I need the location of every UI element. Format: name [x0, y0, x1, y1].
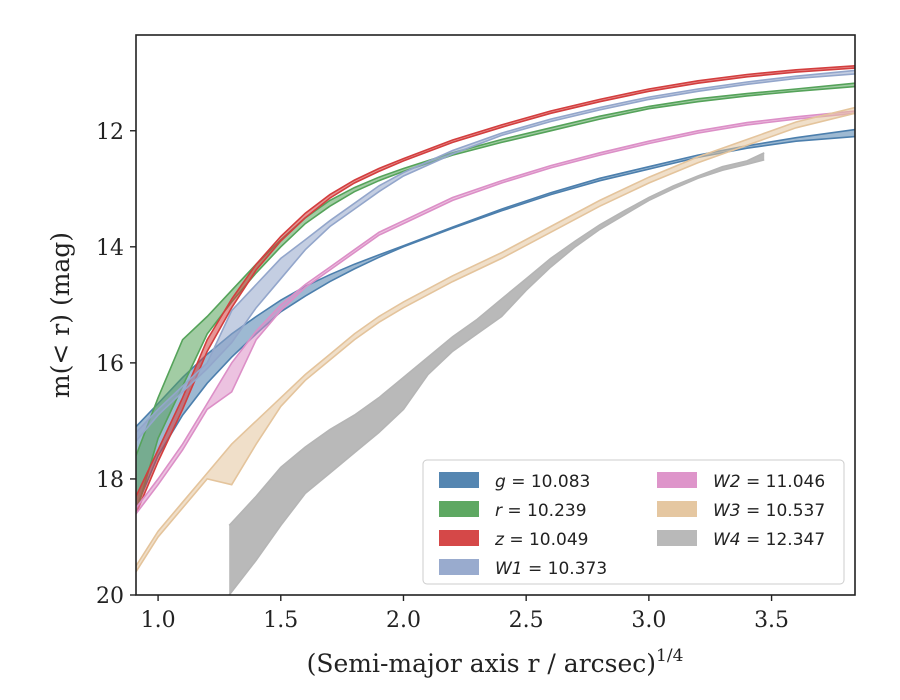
- x-tick-label: 3.5: [754, 608, 789, 633]
- legend-swatch: [657, 501, 697, 517]
- x-axis: 1.0 1.5 2.0 2.5 3.0 3.5: [141, 595, 789, 633]
- legend-item-r: r = 10.239: [439, 501, 587, 521]
- legend-item-g: g = 10.083: [439, 472, 590, 492]
- legend-label: W3 = 10.537: [713, 501, 825, 521]
- series-z-upper-line: [136, 65, 855, 497]
- series-r: [136, 82, 855, 515]
- series-w4-lower-line: [228, 159, 765, 595]
- series-w1-upper-line: [136, 69, 855, 434]
- legend-label: W1 = 10.373: [495, 559, 607, 579]
- series-r-lower-line: [136, 85, 855, 515]
- legend-swatch: [439, 501, 479, 517]
- x-axis-title: (Semi-major axis r / arcsec)1/4: [307, 646, 684, 678]
- legend-label: r = 10.239: [495, 501, 587, 521]
- series-layer: [136, 65, 855, 595]
- legend-swatch: [657, 472, 697, 488]
- y-axis-title: m(< r) (mag): [46, 232, 75, 398]
- legend-swatch: [657, 530, 697, 546]
- series-w2-lower-line: [136, 112, 855, 515]
- legend-label: g = 10.083: [495, 472, 590, 492]
- legend: g = 10.083 r = 10.239 z = 10.049 W1 = 10.37…: [422, 459, 845, 585]
- series-w3-lower-line: [136, 112, 855, 573]
- y-tick-label: 20: [96, 584, 124, 609]
- y-axis: 12 14 16 18 20: [96, 120, 136, 609]
- legend-label: z = 10.049: [494, 530, 588, 550]
- series-w3: [136, 106, 855, 573]
- x-tick-label: 2.5: [509, 608, 544, 633]
- series-w1-lower-line: [136, 73, 855, 442]
- legend-swatch: [439, 559, 479, 575]
- legend-swatch: [439, 530, 479, 546]
- legend-frame: [422, 459, 845, 585]
- x-axis-title-main: (Semi-major axis r / arcsec): [307, 649, 656, 678]
- legend-item-z: z = 10.049: [439, 530, 588, 550]
- series-w4-upper-line: [228, 152, 765, 526]
- legend-item-w4: W4 = 12.347: [657, 530, 825, 550]
- legend-item-w1: W1 = 10.373: [439, 559, 607, 579]
- x-tick-label: 3.0: [631, 608, 666, 633]
- legend-label: W4 = 12.347: [713, 530, 825, 550]
- series-w2-upper-line: [136, 110, 855, 509]
- y-tick-label: 14: [96, 236, 124, 261]
- x-axis-title-exponent: 1/4: [656, 646, 683, 666]
- series-g-lower-line: [136, 135, 855, 509]
- series-w4: [228, 152, 765, 595]
- x-tick-label: 2.0: [386, 608, 421, 633]
- series-r-upper-line: [136, 82, 855, 456]
- plot-frame: [135, 34, 856, 596]
- series-z: [136, 65, 855, 515]
- legend-swatch: [439, 472, 479, 488]
- y-tick-label: 12: [96, 120, 124, 145]
- series-w2: [136, 110, 855, 515]
- legend-label: W2 = 11.046: [713, 472, 825, 492]
- series-w1: [136, 69, 855, 442]
- y-tick-label: 16: [96, 352, 124, 377]
- legend-item-w2: W2 = 11.046: [657, 472, 825, 492]
- y-tick-label: 18: [96, 468, 124, 493]
- legend-items: g = 10.083 r = 10.239 z = 10.049 W1 = 10.37…: [439, 472, 825, 579]
- series-z-lower-line: [136, 67, 855, 515]
- series-w3-upper-line: [136, 106, 855, 567]
- x-tick-label: 1.0: [141, 608, 176, 633]
- x-tick-label: 1.5: [263, 608, 298, 633]
- legend-item-w3: W3 = 10.537: [657, 501, 825, 521]
